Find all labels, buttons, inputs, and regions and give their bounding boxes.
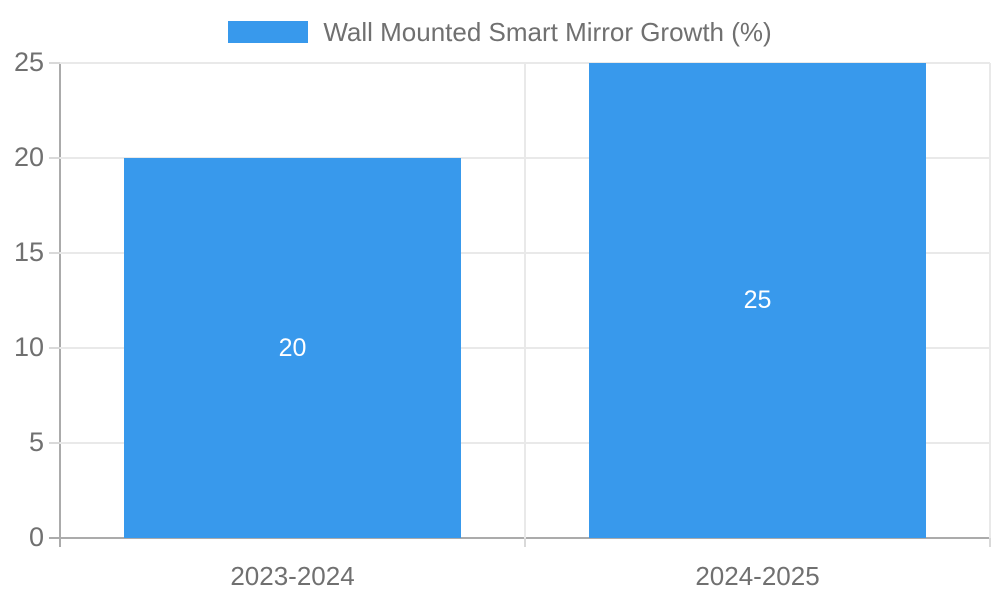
x-axis-tick-label: 2024-2025 <box>695 561 820 591</box>
y-axis-tick <box>49 442 60 444</box>
legend-swatch <box>228 21 309 43</box>
y-axis-tick <box>49 537 60 539</box>
x-axis-tick-label: 2023-2024 <box>230 561 355 591</box>
legend: Wall Mounted Smart Mirror Growth (%) <box>0 16 1000 47</box>
y-axis-tick-label: 5 <box>28 426 44 457</box>
y-axis-line <box>59 63 61 547</box>
y-axis-tick-label: 10 <box>13 331 44 362</box>
y-axis-tick-label: 15 <box>13 236 44 267</box>
bar-value-label: 25 <box>743 286 772 314</box>
y-axis-tick <box>49 157 60 159</box>
plot-area: 20 25 <box>60 62 991 538</box>
y-axis-tick-label: 25 <box>13 46 44 77</box>
x-axis-tick <box>524 538 526 547</box>
y-axis-tick <box>49 347 60 349</box>
x-axis-tick <box>59 538 61 547</box>
bar-2024-2025: 25 <box>589 63 926 538</box>
x-axis-tick <box>989 538 991 547</box>
legend-label: Wall Mounted Smart Mirror Growth (%) <box>323 16 772 47</box>
y-axis-tick-label: 20 <box>13 141 44 172</box>
y-axis-tick <box>49 62 60 64</box>
bar-2023-2024: 20 <box>124 158 461 538</box>
bar-value-label: 20 <box>278 333 307 362</box>
gridline-x-1 <box>524 63 526 538</box>
y-axis-tick <box>49 252 60 254</box>
gridline-x-2 <box>989 63 991 538</box>
y-axis-tick-label: 0 <box>28 521 44 552</box>
